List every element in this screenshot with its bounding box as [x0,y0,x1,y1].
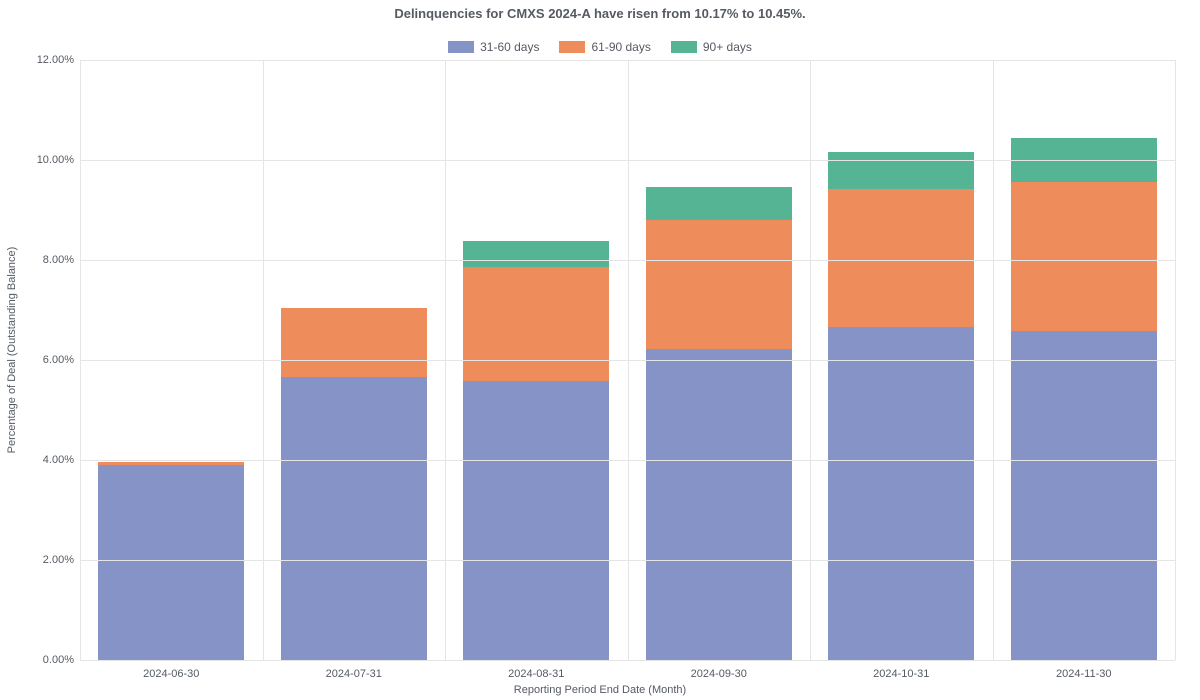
y-tick-label: 4.00% [43,454,80,466]
y-axis-label: Percentage of Deal (Outstanding Balance) [6,247,18,454]
bar-segment [828,189,974,328]
x-axis-label: Reporting Period End Date (Month) [0,684,1200,696]
legend-item: 61-90 days [559,40,650,54]
bar-segment [463,241,609,267]
vgridline [445,60,446,660]
gridline [80,660,1175,661]
vgridline [80,60,81,660]
vgridline [628,60,629,660]
legend-label: 90+ days [703,40,752,54]
x-tick-label: 2024-10-31 [873,660,929,680]
x-tick-label: 2024-06-30 [143,660,199,680]
bar-segment [463,381,609,660]
bar-segment [281,377,427,660]
bar-segment [646,187,792,221]
bar-segment [646,349,792,660]
vgridline [810,60,811,660]
bar-segment [828,152,974,189]
bar-segment [281,308,427,377]
bar-segment [646,220,792,349]
bar-segment [98,462,244,465]
legend-swatch [671,41,697,53]
x-tick-label: 2024-11-30 [1056,660,1111,680]
y-tick-label: 6.00% [43,354,80,366]
legend-item: 90+ days [671,40,752,54]
bar-segment [463,267,609,382]
legend-item: 31-60 days [448,40,539,54]
bar-segment [1011,182,1157,331]
y-tick-label: 10.00% [37,154,80,166]
legend-swatch [559,41,585,53]
legend-label: 31-60 days [480,40,539,54]
bar-segment [828,327,974,660]
x-tick-label: 2024-08-31 [508,660,564,680]
legend-label: 61-90 days [591,40,650,54]
bar-segment [98,465,244,660]
chart-legend: 31-60 days 61-90 days 90+ days [0,40,1200,56]
y-tick-label: 12.00% [37,54,80,66]
y-tick-label: 0.00% [43,654,80,666]
vgridline [993,60,994,660]
y-tick-label: 2.00% [43,554,80,566]
vgridline [1175,60,1176,660]
legend-swatch [448,41,474,53]
vgridline [263,60,264,660]
plot-area: 0.00%2.00%4.00%6.00%8.00%10.00%12.00%202… [80,60,1175,660]
chart-title: Delinquencies for CMXS 2024-A have risen… [0,6,1200,21]
x-tick-label: 2024-09-30 [691,660,747,680]
y-tick-label: 8.00% [43,254,80,266]
bar-segment [1011,331,1157,661]
delinquency-chart: Delinquencies for CMXS 2024-A have risen… [0,0,1200,700]
x-tick-label: 2024-07-31 [326,660,382,680]
